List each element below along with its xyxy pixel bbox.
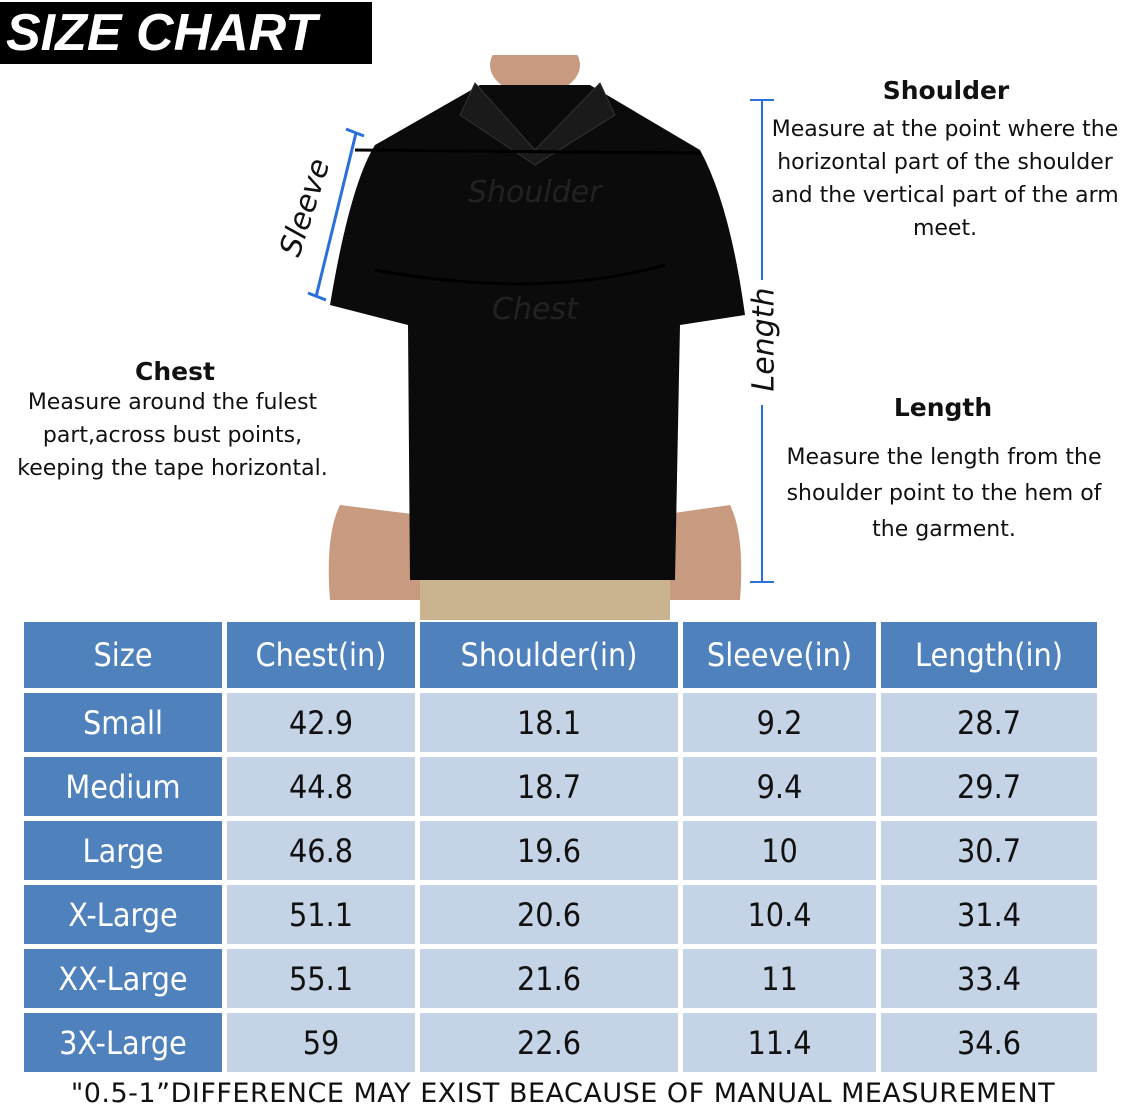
chest-description: Measure around the fulest part,across bu…: [17, 390, 328, 481]
head: [490, 55, 580, 95]
column-header: Chest(in): [227, 622, 415, 688]
measurement-cell: 59: [227, 1013, 415, 1072]
measurement-cell: 22.6: [420, 1013, 678, 1072]
measurement-cell: 9.2: [683, 693, 876, 752]
measurement-cell: 51.1: [227, 885, 415, 944]
size-label-cell: 3X-Large: [24, 1013, 222, 1072]
chest-heading: Chest: [135, 357, 215, 386]
polo-shirt: [330, 85, 745, 580]
measurement-cell: 46.8: [227, 821, 415, 880]
size-table: Size Chest(in) Shoulder(in) Sleeve(in) Lengt…: [24, 622, 1098, 1072]
size-label-cell: Large: [24, 821, 222, 880]
size-label-cell: Medium: [24, 757, 222, 816]
measurement-cell: 42.9: [227, 693, 415, 752]
chest-line-label: Chest: [492, 292, 578, 327]
shoulder-heading: Shoulder: [882, 76, 1010, 105]
size-label-cell: Small: [24, 693, 222, 752]
measurement-cell: 10: [683, 821, 876, 880]
measurement-cell: 9.4: [683, 757, 876, 816]
measurement-cell: 30.7: [881, 821, 1097, 880]
measurement-cell: 18.7: [420, 757, 678, 816]
measurement-cell: 20.6: [420, 885, 678, 944]
shoulder-line-label: Shoulder: [468, 175, 602, 210]
measurement-cell: 31.4: [881, 885, 1097, 944]
measurement-cell: 11: [683, 949, 876, 1008]
measurement-cell: 55.1: [227, 949, 415, 1008]
measurement-cell: 21.6: [420, 949, 678, 1008]
measurement-cell: 33.4: [881, 949, 1097, 1008]
measurement-cell: 29.7: [881, 757, 1097, 816]
length-heading: Length: [893, 393, 993, 422]
size-label-cell: XX-Large: [24, 949, 222, 1008]
column-header: Shoulder(in): [420, 622, 678, 688]
trousers: [420, 575, 670, 620]
measurement-cell: 11.4: [683, 1013, 876, 1072]
measurement-note: "0.5-1”DIFFERENCE MAY EXIST BEACAUSE OF …: [70, 1078, 1056, 1109]
measurement-cell: 44.8: [227, 757, 415, 816]
shoulder-description: Measure at the point where the horizonta…: [771, 117, 1119, 241]
shirt-illustration: [307, 55, 776, 620]
measurement-cell: 19.6: [420, 821, 678, 880]
measurement-cell: 10.4: [683, 885, 876, 944]
size-label-cell: X-Large: [24, 885, 222, 944]
column-header: Length(in): [881, 622, 1097, 688]
left-hand: [328, 505, 430, 600]
column-header: Sleeve(in): [683, 622, 876, 688]
size-chart-title: SIZE CHART: [0, 2, 372, 64]
length-line-label: Length: [746, 287, 782, 392]
measurement-cell: 18.1: [420, 693, 678, 752]
collar: [459, 82, 616, 166]
measurement-cell: 28.7: [881, 693, 1097, 752]
length-description: Measure the length from the shoulder poi…: [786, 445, 1102, 542]
column-header: Size: [24, 622, 222, 688]
measurement-cell: 34.6: [881, 1013, 1097, 1072]
